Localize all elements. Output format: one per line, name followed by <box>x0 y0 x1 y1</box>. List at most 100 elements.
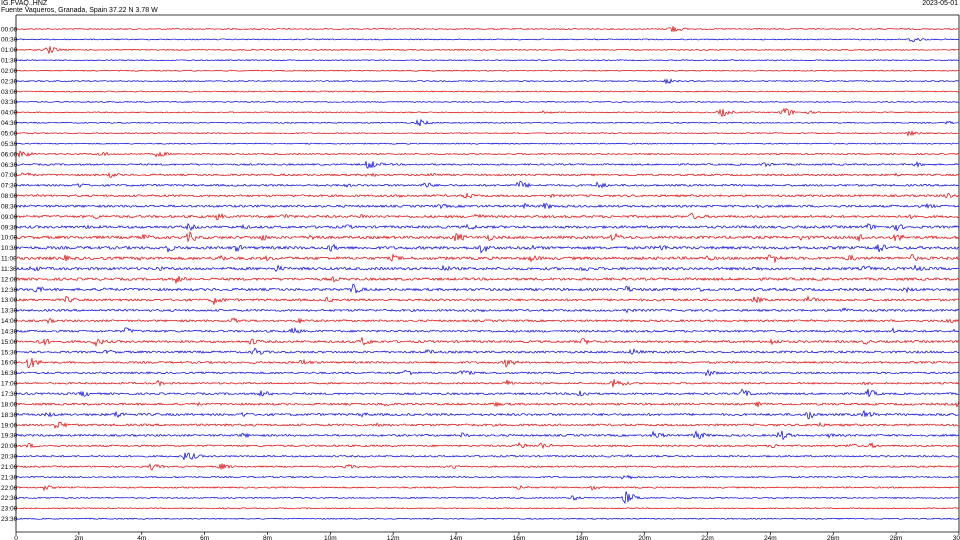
row-time-label: 22:00 <box>1 485 18 492</box>
seismic-trace <box>15 491 960 505</box>
seismic-trace <box>15 222 960 232</box>
row-time-label: 21:00 <box>1 464 18 471</box>
x-tick-label: 10m <box>324 535 337 540</box>
x-tick-label: 0 <box>14 535 18 540</box>
seismic-trace <box>15 317 960 325</box>
row-time-label: 04:00 <box>1 110 18 117</box>
row-time-label: 21:30 <box>1 474 18 481</box>
row-time-label: 06:00 <box>1 151 18 158</box>
seismic-trace <box>15 295 960 305</box>
row-time-label: 13:00 <box>1 297 18 304</box>
row-time-label: 18:00 <box>1 401 18 408</box>
row-time-label: 10:00 <box>1 235 18 242</box>
row-time-label: 20:00 <box>1 443 18 450</box>
row-time-label: 05:30 <box>1 141 18 148</box>
seismic-trace <box>15 429 960 441</box>
date-label: 2023-05-01 <box>922 0 958 7</box>
seismic-trace <box>15 78 960 85</box>
row-time-label: 18:30 <box>1 412 18 419</box>
row-time-label: 04:30 <box>1 120 18 127</box>
seismic-trace <box>15 160 960 169</box>
seismic-trace <box>15 37 960 42</box>
seismic-trace <box>15 347 960 356</box>
x-tick-label: 8m <box>263 535 272 540</box>
row-time-label: 17:30 <box>1 391 18 398</box>
row-time-label: 23:00 <box>1 506 18 513</box>
seismic-trace <box>15 69 960 72</box>
x-tick-label: 26m <box>827 535 840 540</box>
row-time-label: 22:30 <box>1 495 18 502</box>
seismic-trace <box>15 388 960 398</box>
seismic-trace <box>15 307 960 314</box>
row-time-label: 16:00 <box>1 360 18 367</box>
x-tick-label: 18m <box>575 535 588 540</box>
seismic-trace <box>15 202 960 210</box>
row-time-label: 15:00 <box>1 339 18 346</box>
row-time-label: 02:00 <box>1 68 18 75</box>
row-time-label: 11:00 <box>1 256 17 263</box>
seismic-trace <box>15 337 960 348</box>
seismic-trace <box>15 212 960 221</box>
row-time-label: 17:00 <box>1 381 18 388</box>
seismic-trace <box>15 368 960 377</box>
row-time-label: 03:00 <box>1 89 18 96</box>
x-tick-label: 28m <box>890 535 903 540</box>
row-time-label: 00:30 <box>1 37 18 44</box>
seismic-trace <box>15 517 960 520</box>
seismic-trace <box>15 474 960 480</box>
station-label: IG.FVAQ..HNZ <box>1 0 48 7</box>
row-time-label: 19:30 <box>1 433 18 440</box>
x-tick-label: 6m <box>200 535 209 540</box>
seismic-trace <box>15 253 960 263</box>
seismic-trace <box>15 142 960 145</box>
seismic-trace <box>15 283 960 294</box>
row-time-label: 01:00 <box>1 47 18 54</box>
row-time-label: 05:00 <box>1 131 18 138</box>
row-time-label: 00:00 <box>1 26 18 33</box>
x-tick-label: 30 <box>953 535 960 540</box>
seismic-trace <box>15 507 960 510</box>
seismic-trace <box>15 441 960 450</box>
row-time-label: 06:30 <box>1 162 18 169</box>
seismic-trace <box>15 264 960 272</box>
seismic-trace <box>15 172 960 178</box>
row-time-label: 16:30 <box>1 370 18 377</box>
row-time-label: 07:30 <box>1 183 18 190</box>
seismic-trace <box>15 243 960 254</box>
row-time-label: 02:30 <box>1 78 18 85</box>
row-time-label: 14:30 <box>1 328 18 335</box>
seismic-trace <box>15 400 960 408</box>
seismic-trace <box>15 100 960 103</box>
x-tick-label: 2m <box>74 535 83 540</box>
row-time-label: 12:00 <box>1 276 18 283</box>
seismic-trace <box>15 275 960 284</box>
row-time-label: 03:30 <box>1 99 18 106</box>
seismic-trace <box>15 118 960 127</box>
row-time-label: 13:30 <box>1 308 18 315</box>
seismic-trace <box>15 59 960 62</box>
x-tick-label: 14m <box>450 535 463 540</box>
seismic-trace <box>15 231 960 242</box>
seismic-trace <box>15 358 960 369</box>
seismic-trace <box>15 326 960 334</box>
row-time-label: 20:30 <box>1 454 18 461</box>
seismic-trace <box>15 46 960 54</box>
row-time-label: 11:30 <box>1 266 17 273</box>
seismic-trace <box>15 90 960 93</box>
seismic-trace <box>15 409 960 420</box>
row-time-label: 12:30 <box>1 287 18 294</box>
row-time-label: 01:30 <box>1 58 18 65</box>
x-tick-label: 24m <box>764 535 777 540</box>
row-time-label: 09:30 <box>1 224 18 231</box>
seismic-trace <box>15 421 960 429</box>
seismic-trace <box>15 26 960 32</box>
row-time-label: 08:30 <box>1 203 18 210</box>
seismic-trace <box>15 107 960 118</box>
seismic-trace <box>15 129 960 137</box>
seismic-trace <box>15 485 960 492</box>
seismic-trace <box>15 463 960 471</box>
row-time-label: 15:30 <box>1 349 18 356</box>
row-time-label: 19:00 <box>1 422 18 429</box>
row-time-label: 14:00 <box>1 318 18 325</box>
